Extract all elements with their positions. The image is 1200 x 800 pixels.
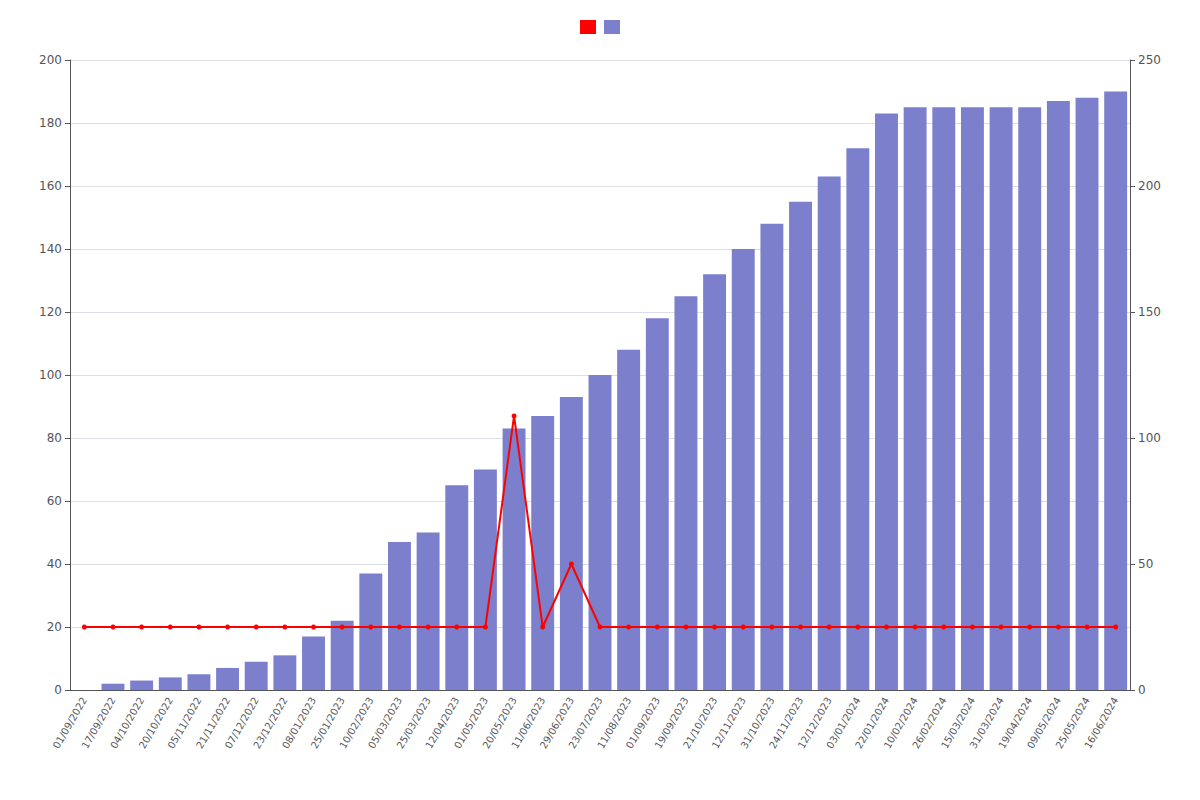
svg-text:09/05/2024: 09/05/2024 <box>1024 695 1064 751</box>
svg-text:20: 20 <box>47 620 62 634</box>
svg-text:08/01/2023: 08/01/2023 <box>280 695 319 751</box>
svg-text:140: 140 <box>39 242 62 256</box>
svg-text:60: 60 <box>47 494 62 508</box>
svg-text:250: 250 <box>1138 53 1161 67</box>
svg-text:40: 40 <box>47 557 62 571</box>
svg-text:03/01/2024: 03/01/2024 <box>824 695 863 751</box>
svg-text:200: 200 <box>39 53 62 67</box>
svg-text:21/10/2023: 21/10/2023 <box>681 695 720 751</box>
svg-text:07/12/2022: 07/12/2022 <box>222 695 261 751</box>
svg-text:17/09/2022: 17/09/2022 <box>79 695 118 751</box>
svg-text:19/09/2023: 19/09/2023 <box>652 695 691 751</box>
svg-text:04/10/2022: 04/10/2022 <box>108 695 147 751</box>
svg-text:01/09/2023: 01/09/2023 <box>623 695 663 751</box>
svg-text:05/11/2022: 05/11/2022 <box>165 695 204 751</box>
svg-text:11/08/2023: 11/08/2023 <box>595 695 634 751</box>
svg-text:25/03/2023: 25/03/2023 <box>394 695 433 751</box>
svg-text:01/05/2023: 01/05/2023 <box>451 695 491 751</box>
svg-text:31/03/2024: 31/03/2024 <box>967 695 1006 751</box>
svg-text:31/10/2023: 31/10/2023 <box>738 695 777 751</box>
svg-text:11/06/2023: 11/06/2023 <box>509 695 548 751</box>
svg-text:200: 200 <box>1138 179 1161 193</box>
svg-text:24/11/2023: 24/11/2023 <box>767 695 806 751</box>
svg-text:50: 50 <box>1138 557 1153 571</box>
svg-text:12/11/2023: 12/11/2023 <box>709 695 748 751</box>
svg-text:100: 100 <box>1138 431 1161 445</box>
svg-text:25/05/2024: 25/05/2024 <box>1053 695 1092 751</box>
svg-text:23/07/2023: 23/07/2023 <box>566 695 605 751</box>
svg-text:16/06/2024: 16/06/2024 <box>1082 695 1120 750</box>
svg-text:01/09/2022: 01/09/2022 <box>50 695 90 751</box>
svg-text:160: 160 <box>39 179 62 193</box>
svg-text:180: 180 <box>39 116 62 130</box>
svg-text:12/12/2023: 12/12/2023 <box>795 695 834 751</box>
svg-text:15/03/2024: 15/03/2024 <box>938 695 978 751</box>
svg-text:23/12/2022: 23/12/2022 <box>251 695 290 751</box>
svg-text:25/01/2023: 25/01/2023 <box>308 695 347 751</box>
svg-text:0: 0 <box>54 683 62 697</box>
svg-text:26/02/2024: 26/02/2024 <box>910 695 949 751</box>
svg-text:10/02/2024: 10/02/2024 <box>881 695 920 751</box>
svg-text:20/05/2023: 20/05/2023 <box>480 695 519 751</box>
svg-text:22/01/2024: 22/01/2024 <box>852 695 892 751</box>
svg-text:21/11/2022: 21/11/2022 <box>194 695 233 751</box>
svg-text:29/06/2023: 29/06/2023 <box>537 695 577 751</box>
svg-text:150: 150 <box>1138 305 1161 319</box>
svg-text:120: 120 <box>39 305 62 319</box>
svg-text:100: 100 <box>39 368 62 382</box>
svg-text:80: 80 <box>47 431 62 445</box>
svg-text:19/04/2024: 19/04/2024 <box>996 695 1035 751</box>
svg-text:0: 0 <box>1138 683 1146 697</box>
svg-text:12/04/2023: 12/04/2023 <box>423 695 462 751</box>
svg-text:10/02/2023: 10/02/2023 <box>337 695 376 751</box>
svg-text:20/10/2022: 20/10/2022 <box>136 695 175 751</box>
svg-text:05/03/2023: 05/03/2023 <box>365 695 405 751</box>
